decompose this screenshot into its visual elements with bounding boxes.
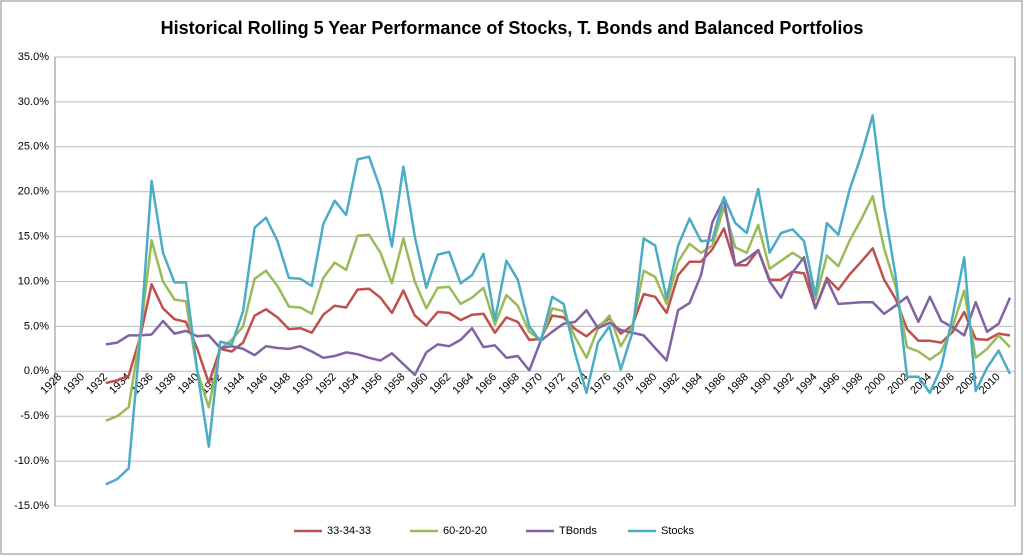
series-line: [105, 227, 1011, 385]
series-line: [105, 194, 1011, 422]
y-tick-label: 25.0%: [18, 141, 49, 153]
y-tick-label: -15.0%: [14, 500, 49, 512]
legend-label: Stocks: [661, 525, 695, 537]
chart-title: Historical Rolling 5 Year Performance of…: [161, 18, 864, 38]
y-tick-label: 35.0%: [18, 51, 49, 63]
legend-label: 33-34-33: [327, 525, 371, 537]
legend-label: 60-20-20: [443, 525, 487, 537]
y-tick-label: 5.0%: [24, 320, 49, 332]
y-tick-label: 0.0%: [24, 365, 49, 377]
y-tick-label: 20.0%: [18, 186, 49, 198]
y-tick-label: 15.0%: [18, 231, 49, 243]
series-line: [105, 114, 1012, 486]
legend-label: TBonds: [559, 525, 597, 537]
y-tick-label: -5.0%: [20, 410, 49, 422]
y-tick-label: -10.0%: [14, 455, 49, 467]
y-tick-label: 30.0%: [18, 96, 49, 108]
y-tick-label: 10.0%: [18, 275, 49, 287]
series-line: [105, 197, 1012, 377]
